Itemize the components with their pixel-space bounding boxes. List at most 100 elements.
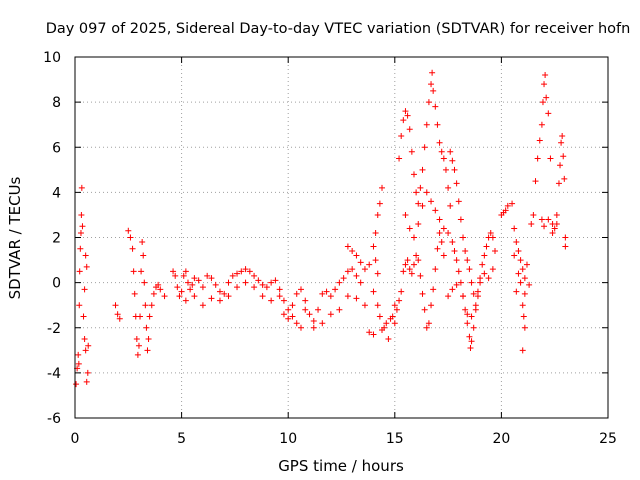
y-tick-label: -4 [47,366,61,382]
data-point [370,288,377,295]
data-point [526,281,533,288]
data-point [157,286,164,293]
data-point [519,302,526,309]
data-point [432,103,439,110]
data-point [551,225,558,232]
data-point [402,211,409,218]
data-point [138,268,145,275]
data-point [462,248,469,255]
data-point [259,281,266,288]
data-point [289,302,296,309]
data-point [464,311,471,318]
data-point [453,180,460,187]
data-point [521,290,528,297]
data-point [423,121,430,128]
data-point [297,324,304,331]
data-point [447,202,454,209]
data-point [521,275,528,282]
data-point [172,272,179,279]
data-point [327,311,334,318]
data-point [541,223,548,230]
data-point [532,178,539,185]
data-point [517,279,524,286]
data-point [336,279,343,286]
data-point [396,297,403,304]
data-point [150,290,157,297]
data-point [184,279,191,286]
y-tick-label: -6 [47,411,61,427]
data-point [438,239,445,246]
data-point [509,200,516,207]
data-point [423,324,430,331]
data-point [76,302,83,309]
data-point [460,293,467,300]
data-point [251,284,258,291]
data-point [146,313,153,320]
data-point [145,336,152,343]
data-point [474,293,481,300]
data-point [340,275,347,282]
data-point [481,252,488,259]
data-point [434,121,441,128]
data-point [562,234,569,241]
data-point [79,223,86,230]
data-point [393,306,400,313]
data-point [139,239,146,246]
data-point [538,121,545,128]
data-point [285,315,292,322]
data-point [519,347,526,354]
data-point [468,313,475,320]
data-point [84,369,91,376]
data-point [75,351,82,358]
y-axis-title: SDTVAR / TECUs [6,176,24,299]
data-point [436,229,443,236]
data-point [82,347,89,354]
data-point [137,313,144,320]
data-point [492,248,499,255]
data-point [83,263,90,270]
data-point [504,202,511,209]
data-point [483,243,490,250]
data-point [280,311,287,318]
data-point [75,360,82,367]
data-point [466,333,473,340]
data-point [242,279,249,286]
data-point [438,148,445,155]
data-point [553,211,560,218]
data-point [383,320,390,327]
data-point [112,302,119,309]
data-point [204,272,211,279]
data-point [323,288,330,295]
data-point [182,297,189,304]
data-point [208,275,215,282]
data-point [376,200,383,207]
data-point [199,284,206,291]
data-point [216,288,223,295]
data-point [436,139,443,146]
data-point [306,311,313,318]
data-point [536,137,543,144]
data-point [263,284,270,291]
data-point [142,302,149,309]
data-point [440,225,447,232]
data-point [170,268,177,275]
data-point [370,331,377,338]
data-point [538,216,545,223]
data-point [144,347,151,354]
data-point [417,272,424,279]
x-tick-label: 10 [279,431,297,447]
data-point [502,207,509,214]
data-point [268,297,275,304]
data-point [559,132,566,139]
data-point [415,200,422,207]
data-point [176,293,183,300]
data-point [428,198,435,205]
data-point [129,245,136,252]
data-point [353,295,360,302]
data-point [445,184,452,191]
data-point [408,270,415,277]
data-point [135,342,142,349]
y-tick-label: 8 [52,95,61,111]
data-point [80,313,87,320]
